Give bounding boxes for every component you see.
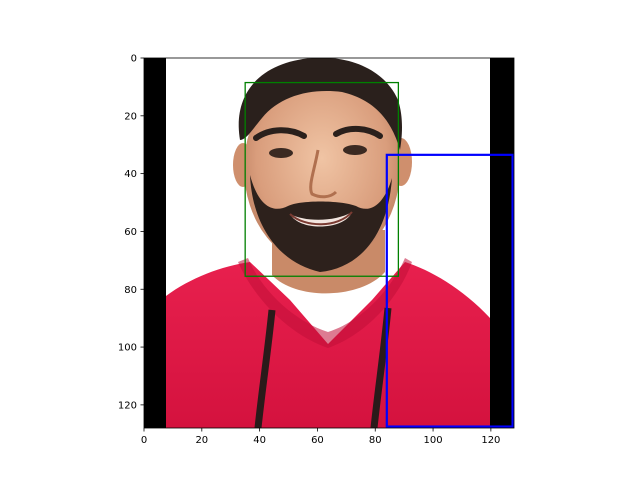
axes-frame xyxy=(143,57,515,429)
y-tick-label: 100 xyxy=(118,343,137,354)
x-axis: 0 20 40 60 80 100 120 xyxy=(141,428,500,446)
y-tick-label: 40 xyxy=(124,169,137,180)
x-tick-label: 40 xyxy=(253,435,266,446)
right-black-bar xyxy=(490,58,514,428)
bounding-boxes xyxy=(244,81,514,428)
x-tick-label: 60 xyxy=(311,435,324,446)
bounding-box-1 xyxy=(244,81,400,277)
x-tick-label: 100 xyxy=(424,435,443,446)
hair xyxy=(238,58,402,150)
portrait-image xyxy=(144,58,514,428)
x-tick-label: 20 xyxy=(195,435,208,446)
y-tick-label: 80 xyxy=(124,285,137,296)
y-tick-label: 0 xyxy=(131,54,137,65)
bounding-box-2 xyxy=(385,153,514,428)
y-tick-label: 20 xyxy=(124,111,137,122)
x-tick-label: 120 xyxy=(481,435,500,446)
y-tick-label: 120 xyxy=(118,400,137,411)
x-tick-label: 80 xyxy=(369,435,382,446)
y-tick-label: 60 xyxy=(124,227,137,238)
y-axis: 0 20 40 60 80 100 120 xyxy=(118,54,144,411)
drawstring-left xyxy=(254,309,276,428)
x-tick-label: 0 xyxy=(141,435,147,446)
left-black-bar xyxy=(144,58,166,428)
